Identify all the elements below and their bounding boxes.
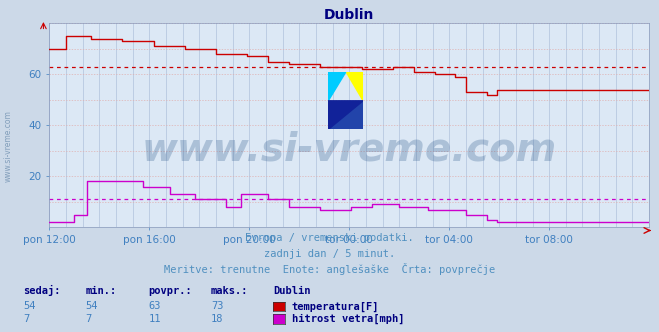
Text: www.si-vreme.com: www.si-vreme.com (3, 110, 13, 182)
Text: 63: 63 (148, 301, 161, 311)
Text: temperatura[F]: temperatura[F] (292, 301, 380, 312)
Text: maks.:: maks.: (211, 286, 248, 296)
Text: Dublin: Dublin (273, 286, 311, 296)
Text: 73: 73 (211, 301, 223, 311)
Text: 54: 54 (86, 301, 98, 311)
Text: 54: 54 (23, 301, 36, 311)
Text: 11: 11 (148, 314, 161, 324)
Title: Dublin: Dublin (324, 8, 374, 22)
Text: 7: 7 (86, 314, 92, 324)
Text: min.:: min.: (86, 286, 117, 296)
Text: hitrost vetra[mph]: hitrost vetra[mph] (292, 314, 405, 324)
Text: zadnji dan / 5 minut.: zadnji dan / 5 minut. (264, 249, 395, 259)
Text: povpr.:: povpr.: (148, 286, 192, 296)
Text: Meritve: trenutne  Enote: anglešaške  Črta: povprečje: Meritve: trenutne Enote: anglešaške Črta… (164, 263, 495, 275)
Text: sedaj:: sedaj: (23, 285, 61, 296)
Text: 7: 7 (23, 314, 29, 324)
Text: Evropa / vremenski podatki.: Evropa / vremenski podatki. (245, 233, 414, 243)
Text: www.si-vreme.com: www.si-vreme.com (142, 131, 557, 169)
Text: 18: 18 (211, 314, 223, 324)
